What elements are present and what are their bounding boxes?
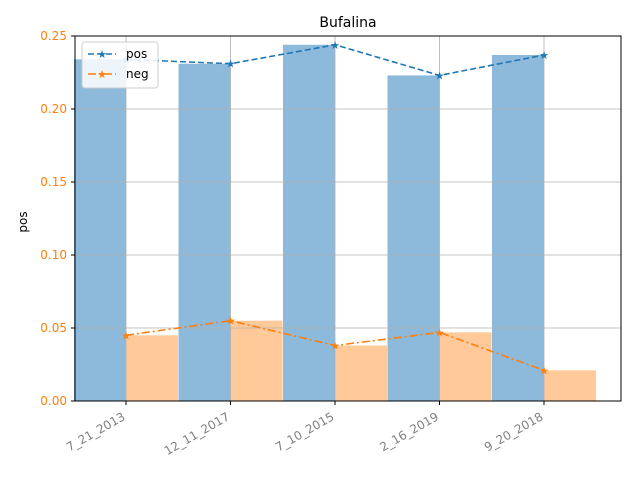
marker-pos: ★: [539, 49, 549, 62]
bar-neg: [335, 345, 387, 401]
bar-neg: [126, 335, 178, 401]
marker-neg: ★: [226, 315, 236, 328]
y-tick-label: 0.15: [40, 175, 67, 189]
legend-label-pos: pos: [126, 47, 147, 61]
legend-label-neg: neg: [126, 67, 149, 81]
y-tick-label: 0.00: [40, 394, 67, 408]
marker-pos: ★: [330, 39, 340, 52]
series-line-pos: [125, 43, 545, 77]
marker-neg: ★: [539, 364, 549, 377]
series-line-neg: [125, 319, 545, 372]
bar-neg: [544, 370, 596, 401]
marker-neg: ★: [330, 340, 340, 353]
y-tick-label: 0.25: [40, 29, 67, 43]
plot-area: ★ ★ ★ ★ ★ ★ ★ ★ ★ ★ 0.00 0.05 0.10 0.15 0.20 0.25 7_21_2…: [40, 29, 622, 458]
marker-neg: ★: [121, 329, 131, 342]
bar-pos: [387, 75, 440, 402]
bar-neg: [439, 332, 492, 401]
axes-frame: [74, 35, 622, 402]
legend: ★ pos ★ neg: [81, 41, 159, 89]
y-tick-label: 0.20: [40, 102, 67, 116]
y-axis-label: pos: [16, 211, 30, 232]
bar-pos: [283, 44, 335, 401]
y-tick-label: 0.05: [40, 321, 67, 335]
x-tick-label: 7_10_2015: [273, 409, 337, 454]
bar-pos: [492, 54, 544, 401]
legend-marker-pos: ★: [97, 48, 107, 61]
marker-pos: ★: [435, 69, 445, 82]
marker-pos: ★: [226, 58, 236, 71]
y-tick-label: 0.10: [40, 248, 67, 262]
x-tick-label: 2_16_2019: [377, 409, 441, 454]
bar-neg: [230, 320, 283, 401]
bar-pos: [178, 63, 231, 402]
marker-neg: ★: [435, 326, 445, 339]
x-tick-label: 9_20_2018: [482, 409, 546, 454]
x-tick-label: 7_21_2013: [64, 409, 128, 454]
legend-marker-neg: ★: [97, 68, 107, 81]
chart-title: Bufalina: [319, 15, 376, 31]
x-tick-label: 12_11_2017: [162, 409, 232, 458]
bar-pos: [74, 59, 126, 402]
